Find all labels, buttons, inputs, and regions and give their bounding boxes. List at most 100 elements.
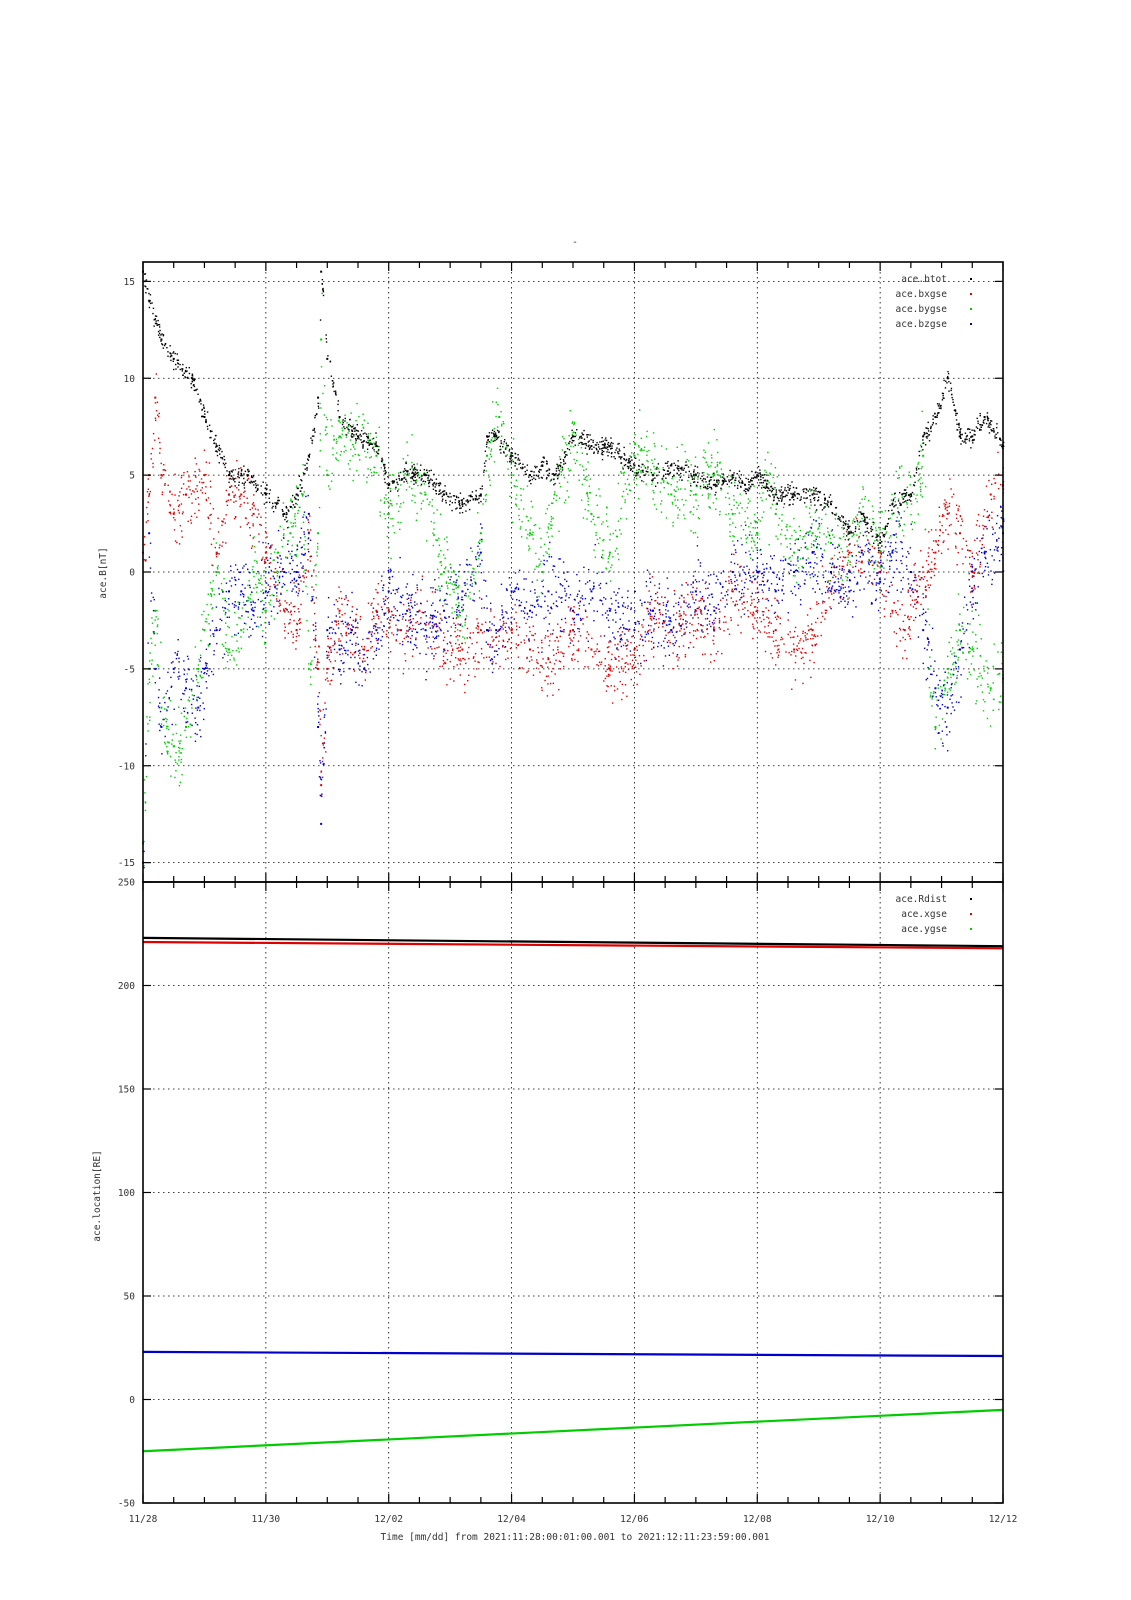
- data-point: [578, 479, 580, 481]
- data-point: [456, 611, 458, 613]
- data-point: [410, 597, 412, 599]
- data-point: [600, 523, 603, 525]
- data-point: [501, 646, 504, 648]
- data-point: [586, 581, 589, 583]
- data-point: [704, 653, 706, 655]
- data-point: [269, 561, 272, 564]
- data-point: [442, 554, 445, 556]
- data-point: [166, 741, 169, 743]
- data-point: [205, 665, 208, 667]
- data-point: [742, 601, 745, 603]
- data-point: [898, 513, 901, 516]
- data-point: [454, 583, 456, 586]
- data-point: [893, 571, 896, 574]
- data-point: [196, 516, 198, 518]
- data-point: [914, 574, 916, 577]
- data-point: [510, 616, 512, 619]
- data-point: [748, 526, 750, 528]
- data-point: [696, 508, 698, 511]
- data-point: [424, 629, 427, 632]
- data-point: [646, 468, 649, 470]
- data-point: [555, 652, 558, 655]
- data-point: [489, 644, 492, 646]
- data-point: [678, 610, 681, 612]
- data-point: [683, 633, 685, 635]
- data-point: [442, 632, 445, 634]
- data-point: [478, 565, 481, 568]
- data-point: [166, 751, 169, 754]
- data-point: [268, 572, 270, 574]
- data-point: [317, 726, 320, 728]
- data-point: [348, 624, 351, 626]
- data-point: [260, 624, 262, 626]
- data-point: [996, 547, 999, 549]
- data-point: [907, 615, 909, 617]
- data-point: [841, 565, 843, 568]
- data-point: [169, 505, 172, 507]
- data-point: [655, 593, 657, 595]
- data-point: [147, 683, 149, 685]
- data-point: [302, 590, 304, 593]
- data-point: [458, 614, 460, 616]
- data-point: [457, 605, 460, 607]
- data-point: [269, 585, 271, 588]
- data-point: [321, 776, 324, 779]
- data-point: [820, 621, 822, 624]
- data-point: [425, 615, 427, 617]
- data-point: [618, 606, 620, 608]
- data-point: [382, 631, 385, 633]
- data-point: [792, 575, 795, 577]
- data-point: [432, 616, 434, 619]
- data-point: [177, 505, 180, 507]
- data-point: [756, 581, 759, 583]
- data-point: [544, 679, 546, 682]
- data-point: [253, 575, 255, 578]
- data-point: [965, 540, 967, 542]
- data-point: [785, 526, 787, 528]
- data-point: [469, 591, 471, 594]
- data-point: [768, 632, 770, 634]
- data-point: [591, 597, 594, 599]
- data-point: [372, 658, 375, 660]
- data-point: [789, 548, 792, 550]
- data-point: [294, 518, 296, 521]
- data-point: [894, 550, 896, 552]
- data-point: [350, 412, 352, 414]
- data-point: [845, 523, 847, 525]
- data-point: [195, 476, 197, 478]
- data-point: [688, 460, 690, 462]
- data-point: [597, 542, 600, 545]
- data-point: [495, 629, 498, 632]
- data-point: [347, 599, 349, 602]
- data-point: [460, 623, 462, 625]
- data-point: [778, 651, 781, 653]
- data-point: [420, 502, 423, 505]
- data-point: [454, 610, 456, 613]
- data-point: [578, 607, 581, 610]
- data-point: [974, 568, 976, 570]
- data-point: [209, 629, 212, 631]
- data-point: [646, 450, 648, 453]
- data-point: [765, 607, 767, 609]
- data-point: [294, 605, 296, 608]
- data-point: [974, 539, 976, 542]
- data-point: [657, 642, 660, 644]
- data-point: [587, 510, 589, 512]
- data-point: [209, 528, 211, 530]
- data-point: [278, 575, 281, 578]
- data-point: [324, 702, 326, 704]
- data-point: [408, 626, 411, 629]
- data-point: [392, 589, 395, 591]
- data-point: [879, 556, 882, 559]
- data-point: [564, 442, 567, 444]
- data-point: [146, 716, 148, 718]
- data-point: [530, 656, 532, 658]
- data-point: [777, 524, 780, 526]
- data-point: [374, 466, 376, 469]
- data-point: [636, 620, 639, 622]
- data-point: [296, 622, 298, 625]
- data-point: [317, 542, 319, 545]
- data-point: [911, 528, 914, 531]
- data-point: [728, 580, 730, 582]
- data-point: [620, 471, 622, 473]
